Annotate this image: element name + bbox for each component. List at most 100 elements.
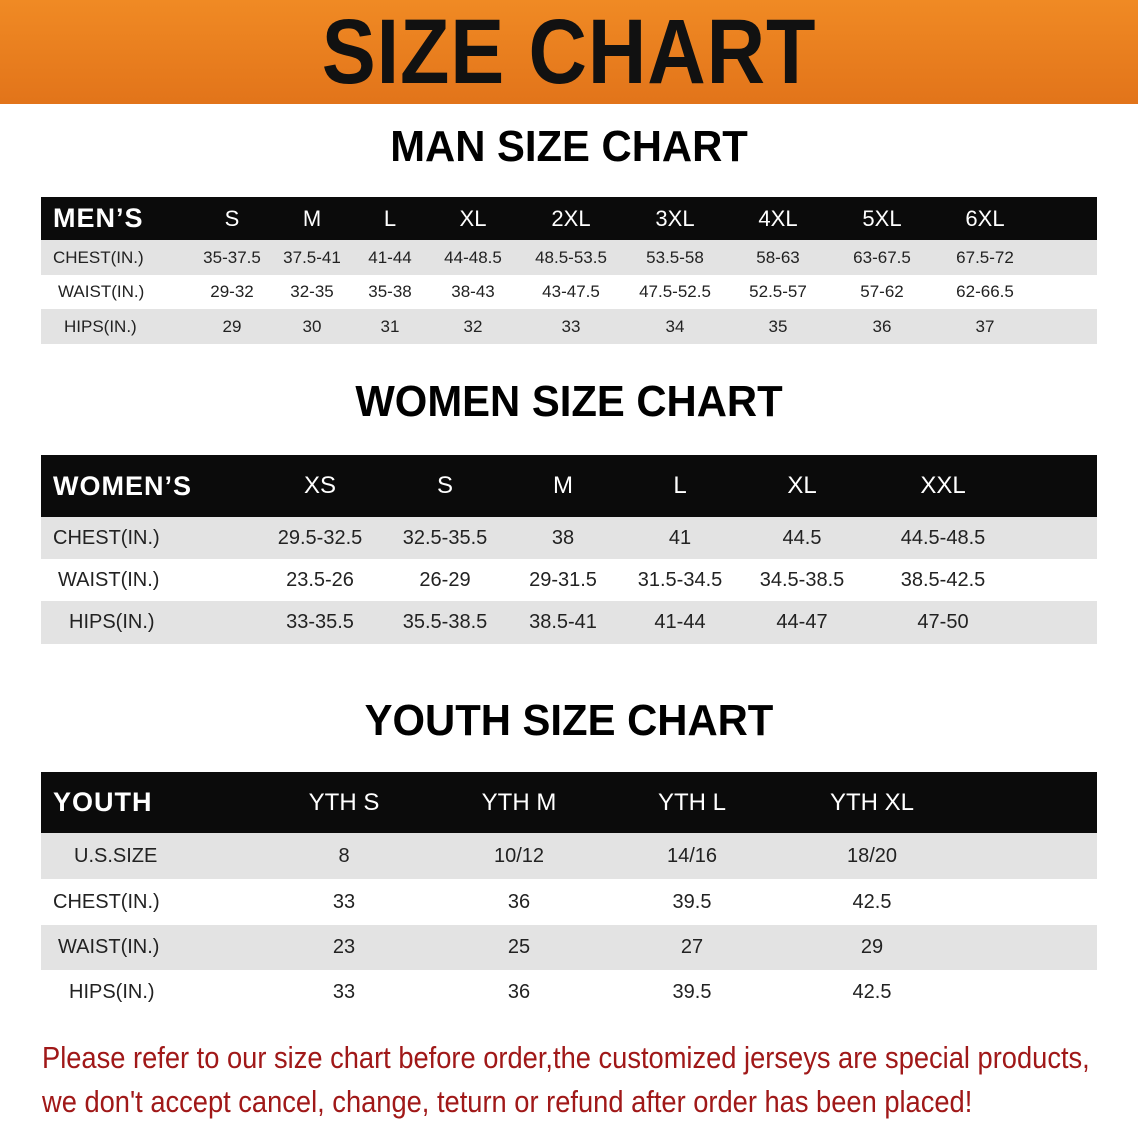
table-cell: 35.5-38.5 bbox=[402, 611, 488, 633]
table-cell: 41-44 bbox=[654, 611, 706, 633]
table-row: WAIST(IN.) 29-32 32-35 35-38 38-43 43-47.5 47.… bbox=[41, 275, 1097, 309]
row-label: HIPS(IN.) bbox=[64, 316, 137, 336]
table-cell: 62-66.5 bbox=[956, 282, 1014, 301]
size-header: 6XL bbox=[965, 205, 1005, 231]
policy-note: Please refer to our size chart before or… bbox=[42, 1036, 1090, 1124]
table-cell: 23.5-26 bbox=[286, 568, 354, 591]
table-cell: 32-35 bbox=[290, 282, 334, 301]
table-cell: 52.5-57 bbox=[749, 282, 807, 301]
table-cell: 33 bbox=[332, 981, 356, 1003]
table-cell: 27 bbox=[680, 936, 704, 958]
table-cell: 42.5 bbox=[852, 981, 892, 1003]
size-header: YTH S bbox=[308, 788, 380, 816]
table-row: WAIST(IN.) 23.5-26 26-29 29-31.5 31.5-34.5 34… bbox=[41, 559, 1097, 601]
table-cell: 35-37.5 bbox=[203, 247, 261, 267]
table-cell: 41 bbox=[668, 526, 692, 549]
table-cell: 14/16 bbox=[666, 844, 718, 867]
size-header: XS bbox=[303, 472, 337, 499]
row-label: CHEST(IN.) bbox=[53, 890, 160, 913]
row-label: U.S.SIZE bbox=[74, 844, 158, 867]
row-label: HIPS(IN.) bbox=[69, 981, 155, 1003]
row-label: WAIST(IN.) bbox=[58, 936, 160, 958]
row-label: CHEST(IN.) bbox=[53, 526, 160, 549]
women-header-row: WOMEN’S XS S M L XL XXL bbox=[41, 455, 1097, 517]
table-cell: 36 bbox=[872, 316, 892, 336]
men-size-table: MEN’S S M L XL 2XL 3XL 4XL 5XL 6XL CHEST(IN.) 35-37… bbox=[41, 197, 1097, 345]
size-header: M bbox=[302, 205, 322, 231]
size-header: 4XL bbox=[758, 205, 798, 231]
size-header: YTH M bbox=[481, 788, 557, 816]
table-cell: 44-47 bbox=[776, 611, 828, 633]
policy-note-line-1: Please refer to our size chart before or… bbox=[42, 1040, 1090, 1075]
table-cell: 37 bbox=[975, 316, 995, 336]
table-cell: 39.5 bbox=[672, 890, 712, 913]
row-label: WAIST(IN.) bbox=[58, 282, 145, 301]
table-cell: 35-38 bbox=[368, 282, 412, 301]
row-label: WAIST(IN.) bbox=[58, 568, 160, 591]
table-cell: 36 bbox=[507, 981, 531, 1003]
size-header: 2XL bbox=[551, 205, 591, 231]
size-header: L bbox=[383, 205, 397, 231]
table-cell: 35 bbox=[768, 316, 788, 336]
table-cell: 63-67.5 bbox=[853, 247, 911, 267]
table-cell: 33-35.5 bbox=[286, 611, 354, 633]
table-cell: 10/12 bbox=[493, 844, 545, 867]
men-header-row: MEN’S S M L XL 2XL 3XL 4XL 5XL 6XL bbox=[41, 197, 1097, 240]
table-cell: 29.5-32.5 bbox=[277, 526, 363, 549]
table-row: U.S.SIZE 8 10/12 14/16 18/20 bbox=[41, 833, 1097, 879]
women-size-table: WOMEN’S XS S M L XL XXL CHEST(IN.) 29.5-32.5 32.5… bbox=[41, 455, 1097, 644]
table-cell: 48.5-53.5 bbox=[535, 247, 607, 267]
table-cell: 43-47.5 bbox=[542, 282, 600, 301]
size-header: 5XL bbox=[862, 205, 902, 231]
table-cell: 53.5-58 bbox=[646, 247, 704, 267]
table-cell: 32.5-35.5 bbox=[402, 526, 488, 549]
table-cell: 36 bbox=[507, 890, 531, 913]
policy-note-line-2: we don't accept cancel, change, teturn o… bbox=[42, 1084, 973, 1119]
table-cell: 23 bbox=[332, 936, 356, 958]
table-cell: 33 bbox=[332, 890, 356, 913]
table-row: HIPS(IN.) 33-35.5 35.5-38.5 38.5-41 41-44 44-… bbox=[41, 601, 1097, 644]
size-header: XL bbox=[787, 472, 817, 499]
table-cell: 29 bbox=[860, 936, 884, 958]
table-cell: 34 bbox=[665, 316, 685, 336]
table-row: HIPS(IN.) 33 36 39.5 42.5 bbox=[41, 970, 1097, 1015]
table-cell: 47.5-52.5 bbox=[639, 282, 711, 301]
table-cell: 44.5 bbox=[782, 526, 822, 549]
men-section-title: MAN SIZE CHART bbox=[390, 122, 748, 171]
size-header: M bbox=[553, 472, 573, 499]
size-header: 3XL bbox=[655, 205, 695, 231]
table-cell: 30 bbox=[302, 316, 322, 336]
table-cell: 41-44 bbox=[368, 247, 412, 267]
table-cell: 37.5-41 bbox=[283, 247, 341, 267]
table-cell: 47-50 bbox=[917, 611, 969, 633]
size-header: YTH XL bbox=[829, 788, 915, 816]
banner-title: SIZE CHART bbox=[321, 1, 817, 103]
men-header-label: MEN’S bbox=[53, 203, 144, 233]
table-cell: 29-31.5 bbox=[529, 568, 597, 591]
women-header-label: WOMEN’S bbox=[53, 470, 192, 501]
youth-header-row: YOUTH YTH S YTH M YTH L YTH XL bbox=[41, 772, 1097, 833]
table-row: WAIST(IN.) 23 25 27 29 bbox=[41, 925, 1097, 970]
table-cell: 58-63 bbox=[756, 247, 800, 267]
table-cell: 67.5-72 bbox=[956, 247, 1014, 267]
table-cell: 42.5 bbox=[852, 890, 892, 913]
table-cell: 39.5 bbox=[672, 981, 712, 1003]
table-cell: 25 bbox=[507, 936, 531, 958]
table-cell: 57-62 bbox=[860, 282, 904, 301]
youth-size-table: YOUTH YTH S YTH M YTH L YTH XL U.S.SIZE 8 10/12… bbox=[41, 772, 1097, 1015]
table-cell: 18/20 bbox=[846, 844, 898, 867]
youth-header-label: YOUTH bbox=[53, 787, 153, 817]
table-cell: 38 bbox=[551, 526, 575, 549]
table-cell: 38.5-42.5 bbox=[900, 568, 986, 591]
table-cell: 32 bbox=[463, 316, 483, 336]
banner: SIZE CHART bbox=[0, 0, 1138, 104]
table-cell: 44.5-48.5 bbox=[900, 526, 986, 549]
table-cell: 31.5-34.5 bbox=[637, 568, 723, 591]
table-cell: 44-48.5 bbox=[444, 247, 502, 267]
table-cell: 26-29 bbox=[419, 568, 471, 591]
table-cell: 33 bbox=[561, 316, 581, 336]
table-cell: 34.5-38.5 bbox=[759, 568, 845, 591]
row-label: CHEST(IN.) bbox=[53, 247, 144, 267]
youth-section-title: YOUTH SIZE CHART bbox=[364, 696, 774, 745]
size-header: S bbox=[436, 472, 454, 499]
